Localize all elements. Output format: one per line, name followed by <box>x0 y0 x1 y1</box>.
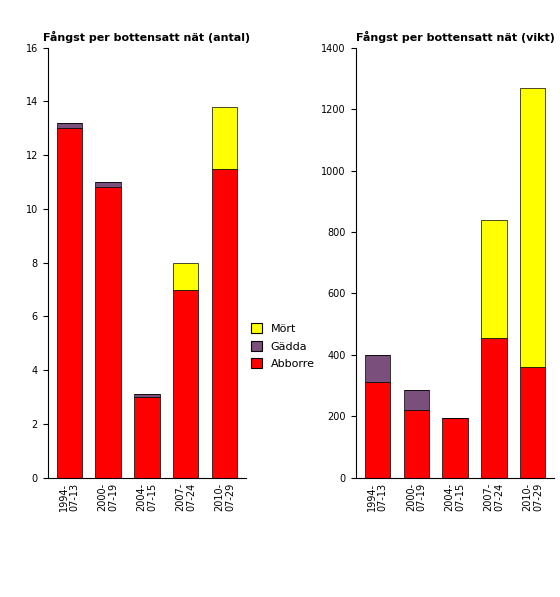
Bar <box>134 394 160 397</box>
Legend: Mört, Gädda, Abborre: Mört, Gädda, Abborre <box>251 324 315 369</box>
Bar <box>442 418 468 478</box>
Bar <box>520 88 545 367</box>
Bar <box>365 355 390 383</box>
Bar <box>520 367 545 478</box>
Bar <box>404 410 429 478</box>
Bar <box>212 168 237 478</box>
Bar <box>173 290 198 478</box>
Bar <box>404 390 429 410</box>
Bar <box>173 263 198 290</box>
Bar <box>134 397 160 478</box>
Bar <box>57 123 82 128</box>
Bar <box>96 187 121 478</box>
Bar <box>57 128 82 478</box>
Bar <box>481 220 506 338</box>
Title: Fångst per bottensatt nät (antal): Fångst per bottensatt nät (antal) <box>44 30 250 43</box>
Bar <box>96 182 121 187</box>
Bar <box>481 338 506 478</box>
Bar <box>212 107 237 168</box>
Bar <box>365 383 390 478</box>
Title: Fångst per bottensatt nät (vikt): Fångst per bottensatt nät (vikt) <box>356 30 554 43</box>
